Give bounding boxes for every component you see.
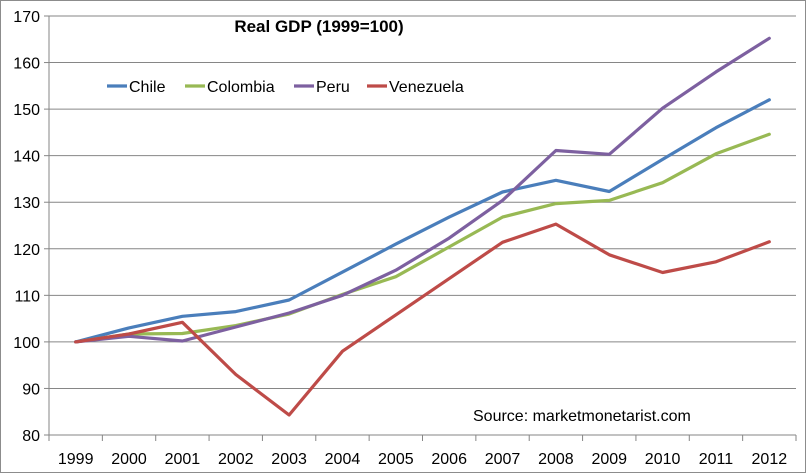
- y-tick-label: 120: [13, 242, 40, 259]
- x-tick-label: 2003: [271, 451, 307, 468]
- x-tick-label: 2007: [485, 451, 521, 468]
- x-tick-label: 2000: [111, 451, 147, 468]
- series-line-chile: [74, 98, 771, 344]
- y-tick-label: 140: [13, 149, 40, 166]
- y-tick-label: 130: [13, 195, 40, 212]
- x-tick-label: 2002: [218, 451, 254, 468]
- x-tick-label: 2011: [699, 451, 734, 468]
- axes: 80 90 100 110 120 130 140 150 160 170 1999 2000 2001…: [13, 9, 797, 468]
- series-lines: [74, 36, 771, 417]
- x-tick-label: 2001: [165, 451, 201, 468]
- y-tick-label: 170: [13, 9, 40, 26]
- x-tick-label: 1999: [58, 451, 94, 468]
- y-tick-label: 90: [22, 381, 40, 398]
- y-tick-label: 150: [13, 102, 40, 119]
- x-tick-label: 2008: [538, 451, 574, 468]
- x-tick-label: 2004: [325, 451, 361, 468]
- series-line-peru: [74, 36, 771, 344]
- source-annotation: Source: marketmonetarist.com: [473, 408, 691, 425]
- y-tick-label: 100: [13, 335, 40, 352]
- gridlines: [49, 15, 796, 436]
- series-line-colombia: [74, 132, 771, 344]
- x-tick-label: 2009: [591, 451, 627, 468]
- legend-label-venezuela: Venezuela: [389, 79, 464, 96]
- x-tick-label: 2010: [645, 451, 681, 468]
- x-tick-label: 2005: [378, 451, 414, 468]
- y-tick-label: 160: [13, 56, 40, 73]
- y-tick-label: 80: [22, 428, 40, 445]
- legend-label-peru: Peru: [316, 79, 350, 96]
- x-tick-label: 2006: [431, 451, 467, 468]
- legend-label-colombia: Colombia: [207, 79, 275, 96]
- y-tick-label: 110: [14, 288, 40, 305]
- legend: Chile Colombia Peru Venezuela: [107, 79, 464, 96]
- x-tick-label: 2012: [752, 451, 788, 468]
- legend-label-chile: Chile: [129, 79, 166, 96]
- chart-title: Real GDP (1999=100): [234, 17, 403, 36]
- series-line-venezuela: [74, 222, 771, 417]
